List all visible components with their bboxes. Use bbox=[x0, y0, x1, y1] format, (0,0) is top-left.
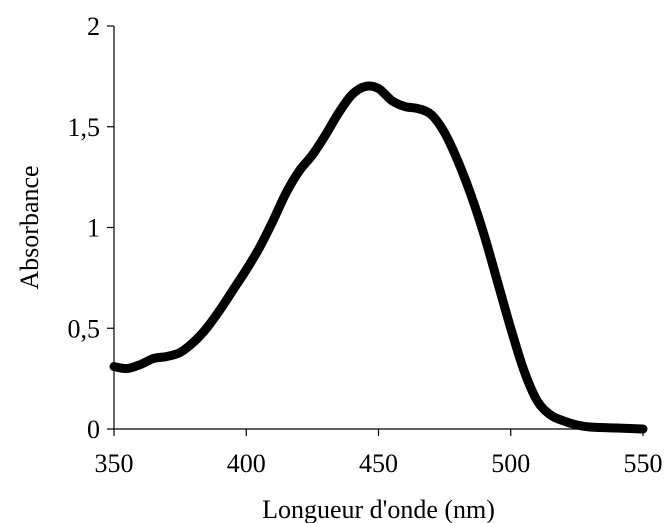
y-tick-label: 2 bbox=[87, 12, 100, 41]
y-tick-label: 0,5 bbox=[68, 314, 101, 343]
x-tick-label: 500 bbox=[491, 449, 530, 478]
y-tick-label: 0 bbox=[87, 415, 100, 444]
x-axis-title: Longueur d'onde (nm) bbox=[262, 495, 495, 523]
x-tick-label: 550 bbox=[624, 449, 663, 478]
x-tick-label: 350 bbox=[95, 449, 134, 478]
x-tick-label: 400 bbox=[227, 449, 266, 478]
absorbance-series-line bbox=[109, 81, 648, 434]
y-tick-label: 1,5 bbox=[68, 113, 101, 142]
axis-ticks: 0 0,5 1 1,5 2 350 400 450 500 550 bbox=[68, 12, 663, 478]
plot-area bbox=[109, 81, 648, 434]
y-axis-title: Absorbance bbox=[15, 165, 44, 289]
x-tick-label: 450 bbox=[359, 449, 398, 478]
y-tick-label: 1 bbox=[87, 214, 100, 243]
